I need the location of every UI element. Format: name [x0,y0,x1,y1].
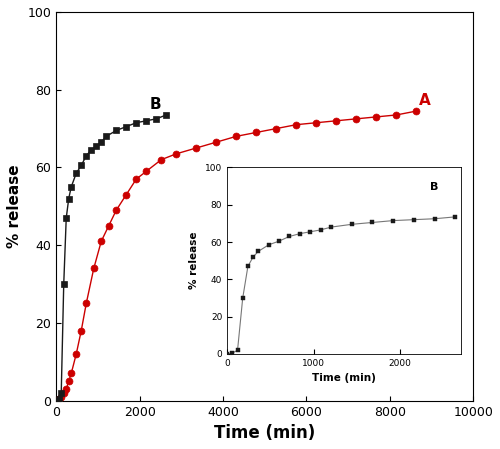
Text: B: B [150,97,162,112]
Text: A: A [419,93,430,108]
X-axis label: Time (min): Time (min) [214,424,316,442]
Y-axis label: % release: % release [7,164,22,248]
